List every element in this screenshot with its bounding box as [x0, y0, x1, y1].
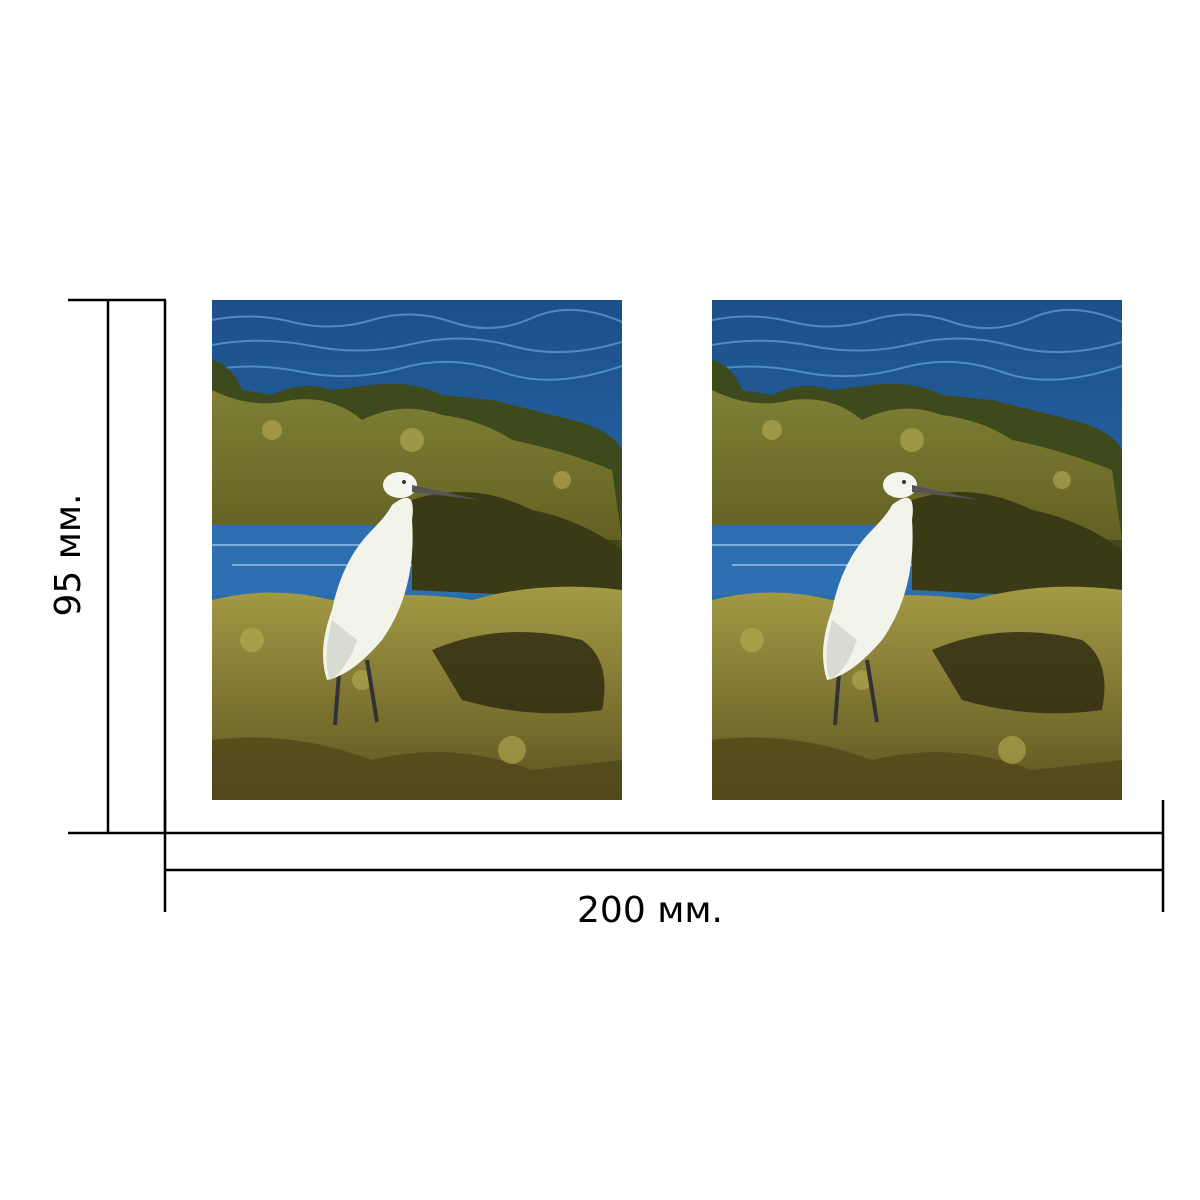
height-label: 95 мм. — [48, 493, 89, 616]
width-dimension: 200 мм. — [163, 800, 1165, 931]
photo-left — [212, 300, 622, 800]
photo-right — [712, 300, 1122, 800]
height-dimension: 95 мм. — [48, 298, 167, 835]
width-label: 200 мм. — [577, 890, 723, 931]
